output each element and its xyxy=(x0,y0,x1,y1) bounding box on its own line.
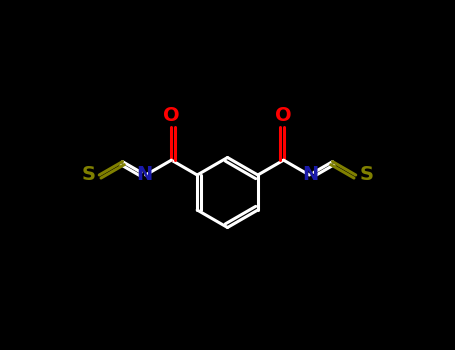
Text: S: S xyxy=(82,166,96,184)
Text: S: S xyxy=(359,166,373,184)
Text: O: O xyxy=(275,106,292,125)
Text: N: N xyxy=(136,166,153,184)
Text: N: N xyxy=(302,166,318,184)
Text: O: O xyxy=(163,106,180,125)
